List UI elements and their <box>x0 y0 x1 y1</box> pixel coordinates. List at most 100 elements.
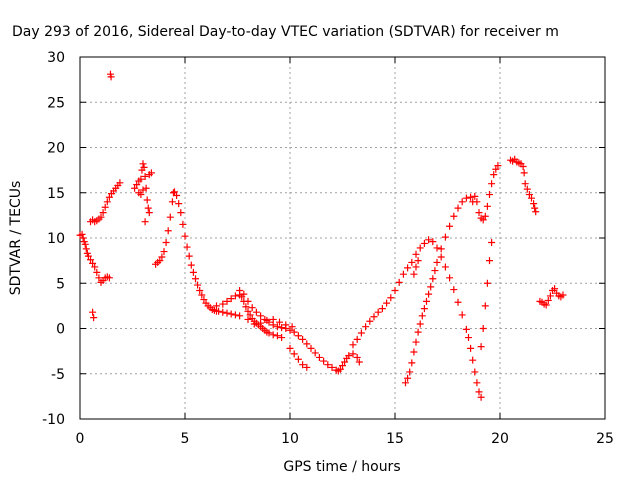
data-point <box>263 316 271 324</box>
data-point <box>353 353 361 361</box>
data-point <box>387 294 395 302</box>
data-point <box>299 335 307 343</box>
data-point <box>244 307 252 315</box>
data-point <box>412 250 420 258</box>
data-point <box>179 220 187 228</box>
data-point <box>101 203 109 211</box>
x-axis: 0 5 10 15 20 25 <box>76 57 614 447</box>
data-point <box>244 315 252 323</box>
data-point <box>141 218 149 226</box>
data-point <box>425 236 433 244</box>
data-point <box>192 275 199 283</box>
data-point <box>173 191 181 199</box>
data-point <box>269 331 277 339</box>
y-tick-label: 30 <box>47 50 65 66</box>
data-point <box>97 213 105 221</box>
data-point <box>160 248 168 256</box>
data-point <box>416 320 424 328</box>
data-point <box>236 286 244 294</box>
data-point <box>412 263 420 271</box>
data-point <box>183 243 191 251</box>
data-point <box>324 361 332 369</box>
x-tick-label: 5 <box>181 431 190 447</box>
y-tick-label: -5 <box>51 367 65 383</box>
data-point <box>144 204 152 212</box>
data-point <box>223 309 231 317</box>
data-point <box>404 374 412 382</box>
data-point <box>402 379 409 387</box>
data-point <box>328 363 336 371</box>
data-point <box>454 298 462 306</box>
data-point <box>473 198 481 206</box>
data-point <box>483 202 491 210</box>
data-point <box>250 320 258 328</box>
data-point <box>181 232 189 240</box>
data-point <box>341 358 349 366</box>
data-point <box>471 368 479 376</box>
data-point <box>458 198 466 206</box>
data-point <box>391 286 399 294</box>
data-point <box>437 253 445 261</box>
data-point <box>416 244 424 252</box>
data-point <box>366 317 374 325</box>
data-point <box>475 388 483 396</box>
x-tick-label: 20 <box>491 431 509 447</box>
data-point <box>475 209 483 217</box>
data-point <box>429 275 437 283</box>
data-point <box>412 338 420 346</box>
data-point <box>481 302 489 310</box>
data-point <box>164 227 172 235</box>
data-point <box>177 209 185 217</box>
data-point <box>528 194 535 202</box>
data-point <box>147 169 155 177</box>
data-point <box>395 278 403 286</box>
data-point <box>166 213 174 221</box>
data-points <box>76 70 567 401</box>
data-point <box>145 209 153 217</box>
data-point <box>494 162 502 170</box>
data-point <box>437 245 445 253</box>
data-point <box>89 259 97 267</box>
data-point <box>320 357 328 365</box>
data-point <box>137 191 145 199</box>
data-point <box>219 300 227 308</box>
data-point <box>194 281 202 289</box>
data-point <box>406 368 414 376</box>
y-tick-label: -10 <box>42 412 65 428</box>
data-point <box>142 184 150 192</box>
data-point <box>311 349 319 357</box>
data-point <box>410 348 418 356</box>
data-point <box>370 313 378 321</box>
y-axis: -10 -5 0 5 10 15 20 25 30 <box>42 50 605 428</box>
data-point <box>429 238 437 246</box>
data-point <box>383 299 391 307</box>
data-point <box>248 304 256 312</box>
data-point <box>294 355 302 363</box>
data-point <box>105 274 113 282</box>
data-point <box>559 291 567 299</box>
data-point <box>273 323 281 331</box>
data-point <box>162 239 170 247</box>
data-point <box>420 305 428 313</box>
data-point <box>477 393 485 401</box>
data-point <box>336 365 344 373</box>
data-point <box>353 335 361 343</box>
data-point <box>488 180 496 188</box>
data-point <box>171 188 178 196</box>
data-point <box>299 361 307 369</box>
data-point <box>93 268 101 276</box>
data-point <box>479 325 487 332</box>
data-point <box>454 204 462 212</box>
data-point <box>431 267 439 275</box>
data-point <box>240 290 248 298</box>
data-point <box>418 312 426 320</box>
data-point <box>198 291 206 299</box>
data-point <box>103 198 111 206</box>
data-point <box>79 234 87 242</box>
data-point <box>378 305 386 313</box>
data-point <box>446 274 454 282</box>
x-tick-label: 25 <box>596 431 614 447</box>
data-point <box>231 292 239 300</box>
data-point <box>446 222 454 230</box>
data-point <box>307 344 315 352</box>
